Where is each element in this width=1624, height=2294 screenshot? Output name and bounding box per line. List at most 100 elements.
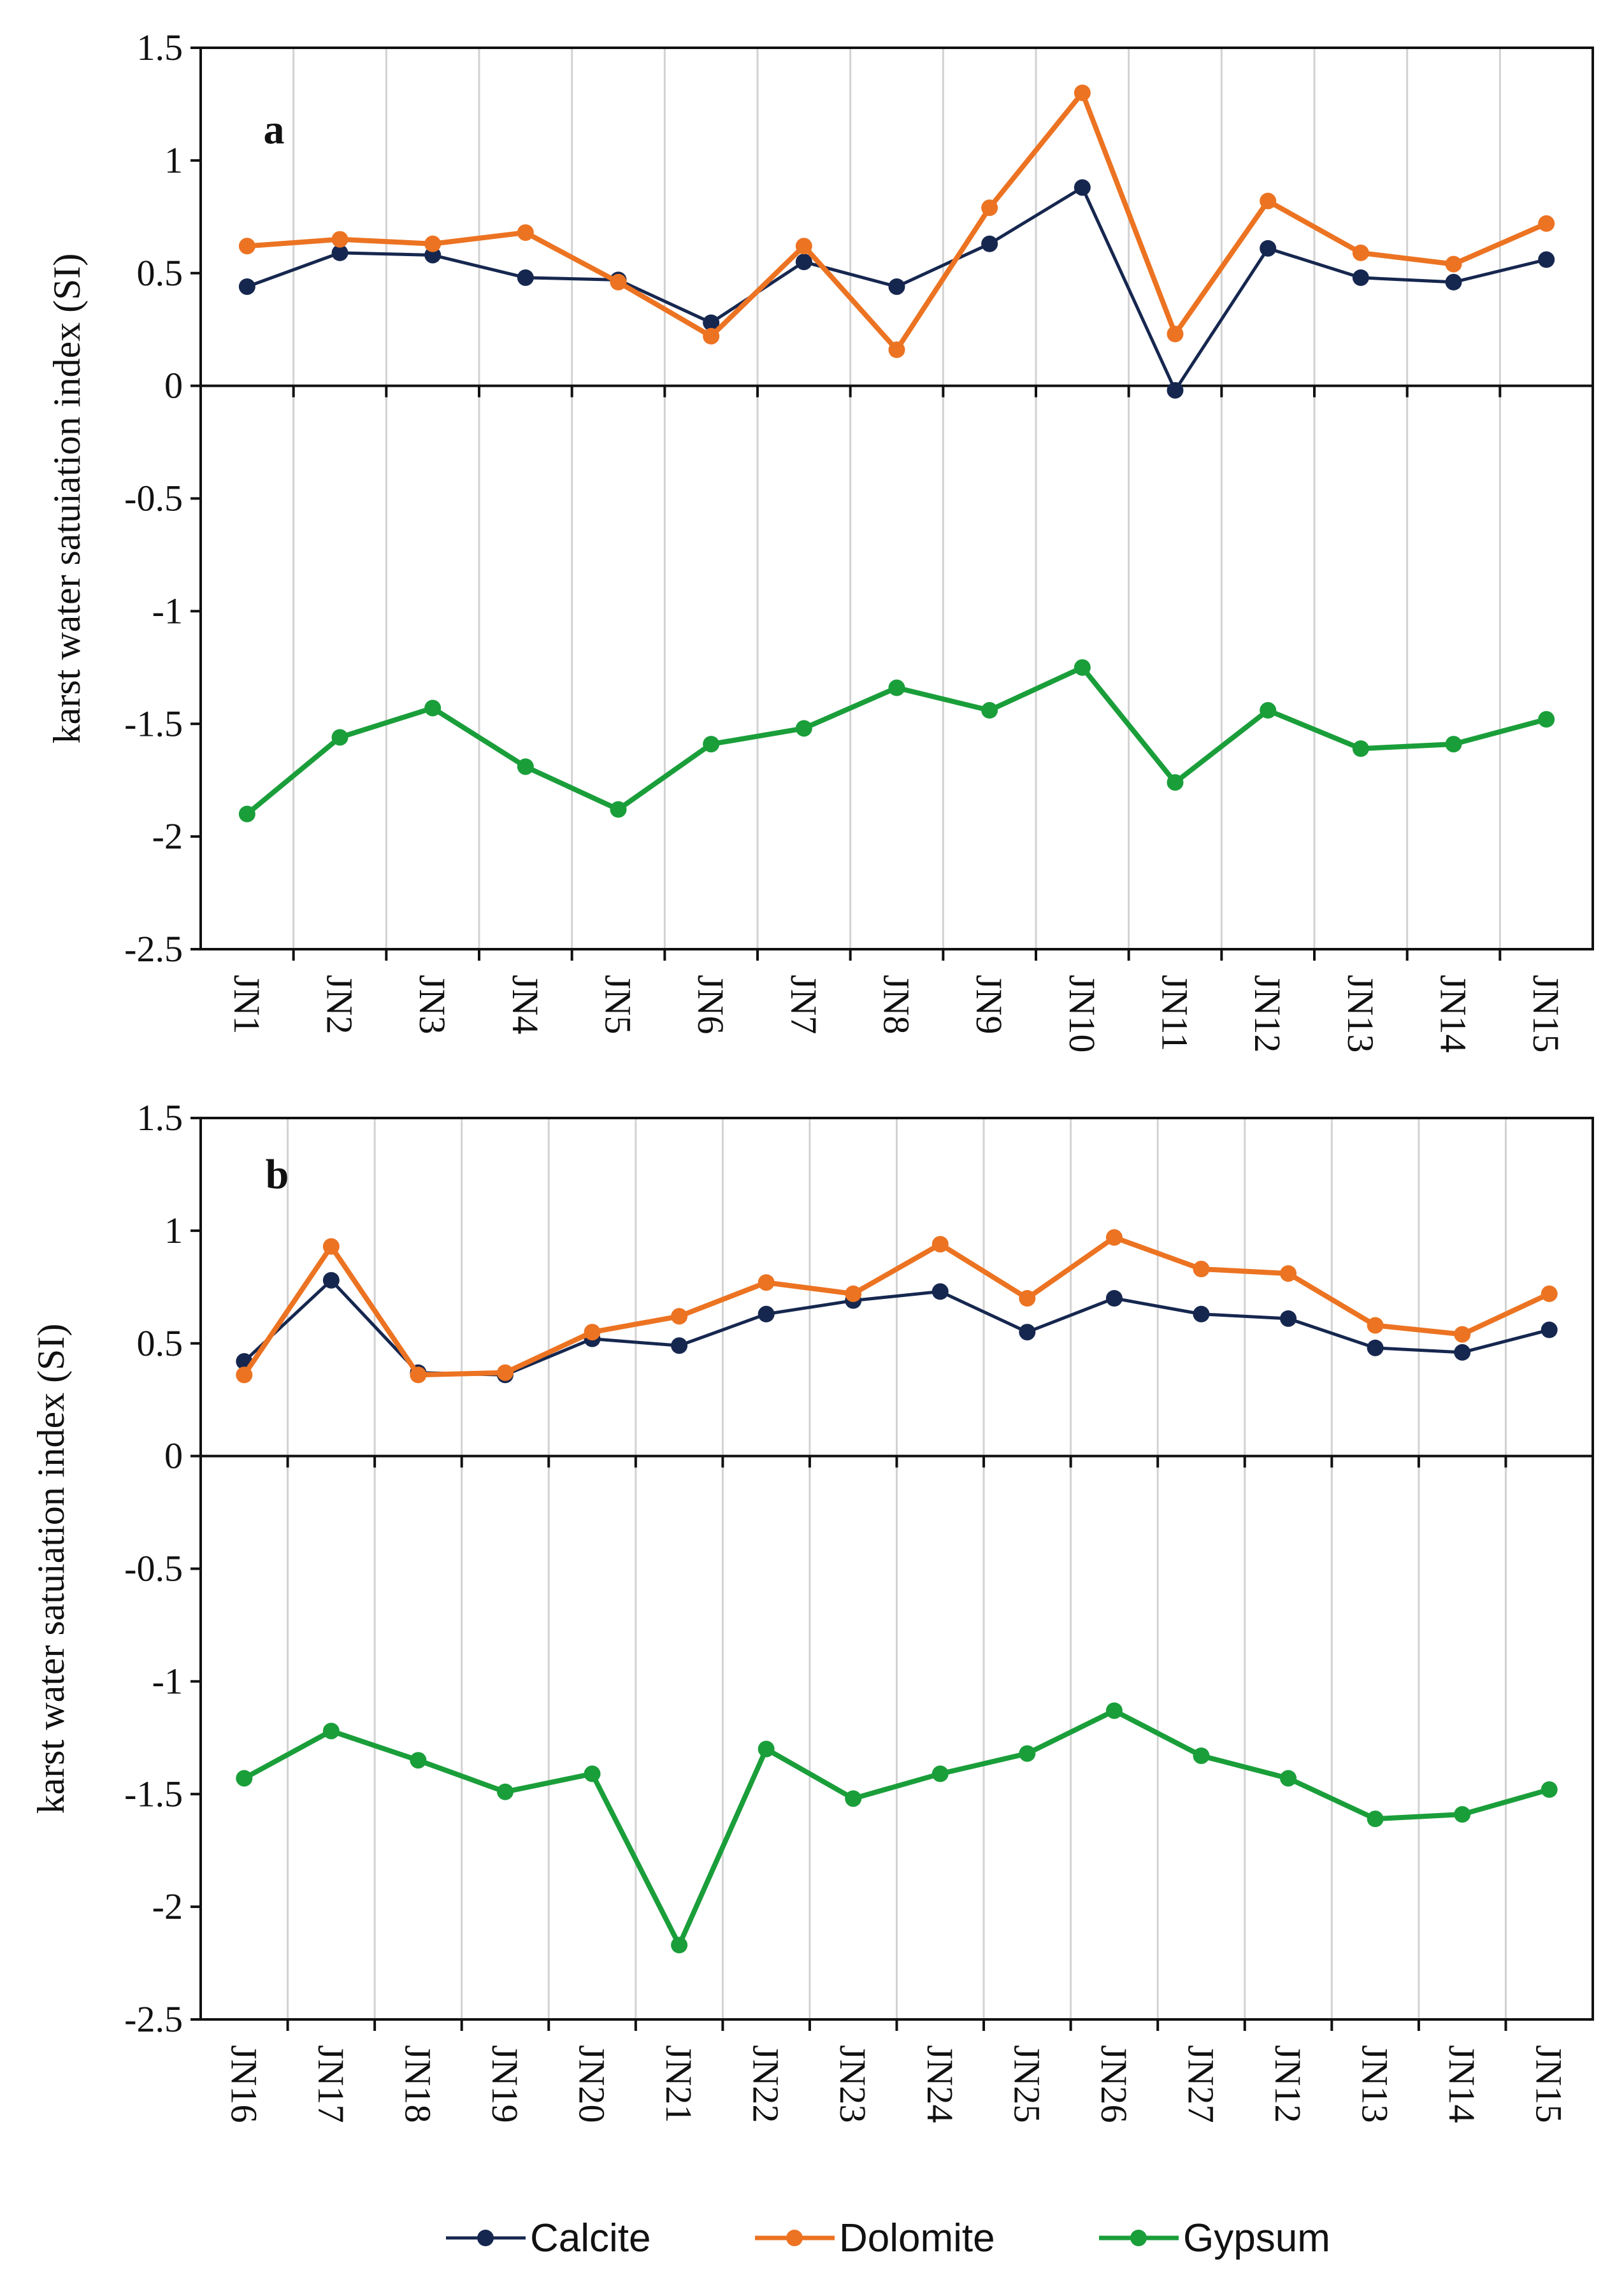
dolomite-point — [931, 1236, 949, 1253]
x-category-label: JN19 — [484, 2045, 526, 2123]
dolomite-point — [1367, 1317, 1384, 1334]
gypsum-point — [931, 1765, 949, 1782]
dolomite-point — [703, 327, 720, 345]
dolomite-point — [1260, 192, 1277, 210]
gypsum-point — [331, 729, 349, 746]
x-category-label: JN13 — [1340, 975, 1381, 1052]
dolomite-point — [424, 235, 442, 252]
calcite-point — [1538, 251, 1555, 268]
dolomite-series-line — [247, 90, 1548, 353]
y-tick-label: 1.5 — [137, 27, 183, 68]
gypsum-point — [1445, 736, 1462, 753]
dolomite-point — [238, 238, 255, 255]
calcite-point — [1454, 1344, 1471, 1361]
y-tick-label: -2 — [152, 1886, 183, 1927]
x-category-label: JN21 — [658, 2045, 700, 2123]
gypsum-point — [1260, 702, 1277, 719]
dolomite-series-line — [241, 1235, 1551, 1378]
dolomite-point — [795, 238, 812, 255]
x-category-label: JN4 — [505, 975, 546, 1034]
x-category-label: JN14 — [1433, 975, 1474, 1052]
gypsum-point — [1019, 1745, 1036, 1762]
gypsum-point — [1367, 1810, 1384, 1828]
dolomite-point — [1105, 1229, 1123, 1246]
panel-b: 1.5 1 0.5 0 -0.5 -1 -1.5 -2 -2.5 JN16 JN17 JN18 JN19… — [30, 1097, 1594, 2123]
x-category-label: JN24 — [919, 2045, 961, 2123]
calcite-point — [888, 278, 905, 295]
calcite-point — [1445, 273, 1462, 290]
gypsum-point — [1074, 659, 1091, 676]
x-category-label: JN18 — [397, 2045, 438, 2123]
calcite-point — [1280, 1310, 1297, 1327]
dolomite-point — [1454, 1326, 1471, 1343]
dolomite-point — [1019, 1290, 1036, 1307]
y-tick-label: -1.5 — [124, 703, 183, 744]
calcite-legend-marker — [477, 2230, 494, 2246]
y-tick-label: -2.5 — [124, 928, 183, 970]
x-category-label: JN27 — [1180, 2045, 1221, 2123]
gypsum-point — [671, 1937, 688, 1954]
x-category-label: JN7 — [783, 975, 824, 1034]
x-category-label: JN22 — [745, 2045, 787, 2123]
x-category-label: JN9 — [968, 975, 1010, 1034]
gypsum-point — [1541, 1781, 1558, 1798]
dolomite-point — [845, 1285, 862, 1302]
gypsum-point — [981, 702, 998, 719]
legend: Calcite Dolomite Gypsum — [446, 2216, 1330, 2260]
dolomite-point — [1167, 326, 1184, 343]
x-category-label: JN12 — [1247, 975, 1288, 1052]
calcite-point — [981, 235, 998, 252]
calcite-legend-label: Calcite — [530, 2216, 651, 2260]
gypsum-point — [424, 699, 442, 717]
calcite-point — [1074, 179, 1091, 196]
dolomite-point — [1538, 215, 1555, 232]
dolomite-legend-marker — [786, 2230, 803, 2246]
gypsum-point — [888, 679, 905, 696]
x-category-label: JN20 — [571, 2045, 613, 2123]
dolomite-point — [1445, 255, 1462, 273]
dolomite-point — [888, 341, 905, 359]
dolomite-point — [584, 1324, 601, 1341]
y-tick-label: 0 — [164, 1435, 183, 1477]
x-category-label: JN13 — [1355, 2045, 1396, 2123]
dolomite-point — [322, 1238, 340, 1255]
dolomite-point — [1193, 1261, 1210, 1278]
y-tick-label: 1.5 — [137, 1097, 183, 1138]
gypsum-point — [1538, 711, 1555, 728]
calcite-point — [1367, 1339, 1384, 1356]
dolomite-point — [981, 199, 998, 217]
y-tick-label: -0.5 — [124, 1548, 183, 1589]
x-category-label: JN3 — [412, 975, 453, 1034]
y-tick-label: 0.5 — [137, 1323, 183, 1364]
y-tick-label: 1 — [164, 140, 183, 181]
gypsum-point — [1193, 1747, 1210, 1765]
panel-a: 1.5 1 0.5 0 -0.5 -1 -1.5 -2 -2.5 JN1 JN2 JN3 JN4 JN5 J… — [46, 27, 1594, 1052]
calcite-point — [1260, 240, 1277, 257]
gypsum-point — [322, 1723, 340, 1740]
dolomite-point — [610, 273, 627, 290]
y-tick-label: -1 — [152, 1660, 183, 1702]
gypsum-point — [758, 1740, 775, 1758]
calcite-point — [331, 244, 349, 261]
dolomite-point — [758, 1274, 775, 1291]
calcite-point — [1352, 269, 1369, 286]
calcite-point — [795, 254, 812, 271]
dolomite-point — [410, 1366, 427, 1384]
y-tick-label: -1 — [152, 590, 183, 631]
gypsum-point — [703, 736, 720, 753]
dolomite-point — [1541, 1285, 1558, 1302]
calcite-point — [238, 278, 255, 295]
gypsum-point — [236, 1770, 253, 1787]
gypsum-point — [410, 1752, 427, 1769]
gypsum-point — [584, 1765, 601, 1782]
gypsum-legend-label: Gypsum — [1183, 2216, 1330, 2260]
y-axis-title: karst water satuiation index (SI) — [30, 1324, 72, 1814]
gypsum-point — [845, 1790, 862, 1807]
panel-letter: b — [266, 1151, 289, 1198]
x-category-label: JN25 — [1006, 2045, 1047, 2123]
calcite-point — [322, 1272, 340, 1289]
x-category-label: JN17 — [310, 2045, 352, 2123]
x-category-label: JN14 — [1441, 2045, 1483, 2123]
dolomite-point — [331, 231, 349, 248]
